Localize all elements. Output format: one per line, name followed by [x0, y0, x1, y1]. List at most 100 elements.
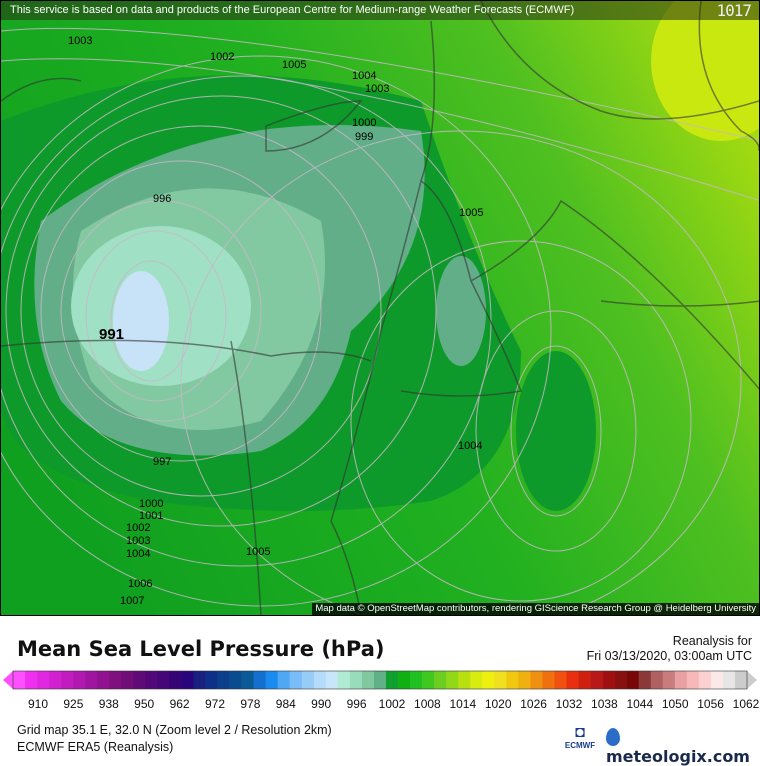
- scale-swatch: [133, 671, 146, 689]
- scale-left-arrow: [3, 671, 13, 689]
- scale-swatch: [85, 671, 98, 689]
- scale-tick-label: 1002: [378, 697, 406, 711]
- scale-swatch: [662, 671, 676, 689]
- scale-tick-label: 1008: [414, 697, 441, 711]
- scale-swatch: [626, 671, 640, 689]
- scale-swatch: [61, 671, 74, 689]
- scale-swatch: [494, 671, 507, 689]
- scale-swatch: [446, 671, 459, 689]
- scale-swatch: [289, 671, 303, 689]
- scale-swatch: [205, 671, 218, 689]
- scale-swatch: [422, 671, 435, 689]
- scale-swatch: [458, 671, 471, 689]
- scale-tick-label: 1062: [732, 697, 760, 711]
- scale-swatch: [734, 671, 748, 689]
- pressure-map[interactable]: This service is based on data and produc…: [0, 0, 760, 616]
- scale-swatch: [25, 671, 38, 689]
- scale-swatch: [49, 671, 62, 689]
- isobar-label: 1006: [128, 578, 153, 590]
- scale-swatch: [590, 671, 603, 689]
- ecmwf-notice-banner: This service is based on data and produc…: [1, 1, 759, 20]
- scale-swatch: [145, 671, 158, 689]
- low-center-label: 991: [99, 326, 125, 343]
- isobar-label: 1002: [126, 522, 151, 534]
- scale-tick-label: 938: [98, 697, 119, 711]
- scale-swatch: [193, 671, 206, 689]
- scale-swatch: [253, 671, 266, 689]
- scale-swatch: [530, 671, 543, 689]
- isobar-label: 999: [355, 131, 374, 143]
- field-1003-east: [516, 351, 596, 511]
- scale-tick-label: 1026: [520, 697, 547, 711]
- low-center: [113, 271, 169, 371]
- isobar-label: 1004: [352, 70, 377, 82]
- isobar-label: 997: [153, 456, 172, 468]
- scale-swatch: [109, 671, 122, 689]
- scale-swatch: [566, 671, 579, 689]
- color-scale: [3, 670, 757, 690]
- scale-swatch: [337, 671, 351, 689]
- scale-swatch: [121, 671, 134, 689]
- isobar-label: 1004: [458, 440, 483, 452]
- ecmwf-logo-text: ECMWF: [564, 741, 596, 750]
- scale-swatch: [349, 671, 363, 689]
- scale-swatch: [386, 671, 399, 689]
- scale-swatch: [325, 671, 339, 689]
- isobar-label: 1005: [282, 59, 307, 71]
- scale-tick-label: 996: [346, 697, 367, 711]
- scale-swatch: [602, 671, 615, 689]
- scale-tick-label: 978: [240, 697, 261, 711]
- scale-swatch: [650, 671, 664, 689]
- map-attribution: Map data © OpenStreetMap contributors, r…: [312, 603, 759, 615]
- model-info: ECMWF ERA5 (Reanalysis): [17, 740, 174, 754]
- scale-tick-label: 1032: [555, 697, 583, 711]
- scale-right-arrow: [747, 671, 757, 689]
- scale-swatch: [710, 671, 724, 689]
- scale-swatch: [241, 671, 254, 689]
- country-borders: [1, 1, 759, 615]
- isobar-label: 1003: [68, 35, 93, 47]
- scale-swatch: [434, 671, 447, 689]
- scale-tick-label: 1038: [591, 697, 618, 711]
- isobar-label: 1007: [120, 595, 145, 607]
- scale-swatch: [542, 671, 555, 689]
- scale-tick-label: 910: [27, 697, 49, 711]
- scale-swatch: [313, 671, 327, 689]
- scale-swatch: [169, 671, 182, 689]
- reanalysis-label: Reanalysis for: [672, 634, 752, 648]
- map-canvas: [1, 1, 759, 615]
- isobar-label: 1001: [139, 510, 164, 522]
- isobar-label: 1004: [126, 548, 151, 560]
- drop-icon: [606, 728, 620, 746]
- scale-swatch: [482, 671, 495, 689]
- isobar-label: 1003: [126, 535, 151, 547]
- isobar-label: 1002: [210, 51, 235, 63]
- scale-tick-label: 984: [275, 697, 296, 711]
- scale-swatch: [614, 671, 627, 689]
- meteologix-logo[interactable]: meteologix.com: [606, 728, 760, 766]
- isobar-label: 1005: [246, 546, 271, 558]
- scale-swatch: [181, 671, 194, 689]
- scale-swatch: [554, 671, 567, 689]
- scale-tick-label: 1044: [626, 697, 654, 711]
- scale-tick-label: 925: [63, 697, 84, 711]
- brand-text: meteologix.com: [606, 747, 750, 766]
- isobar-label: 1000: [352, 117, 377, 129]
- scale-swatch: [37, 671, 50, 689]
- scale-swatch: [373, 671, 387, 689]
- isobar-label: 1005: [459, 207, 484, 219]
- notice-text: This service is based on data and produc…: [10, 4, 575, 16]
- scale-swatch: [506, 671, 519, 689]
- scale-swatch: [674, 671, 688, 689]
- scale-tick-label: 1050: [661, 697, 689, 711]
- scale-swatch: [686, 671, 700, 689]
- scale-tick-label: 962: [169, 697, 190, 711]
- scale-swatch: [722, 671, 736, 689]
- scale-swatch: [518, 671, 531, 689]
- scale-swatch: [398, 671, 411, 689]
- datetime-label: Fri 03/13/2020, 03:00am UTC: [586, 649, 752, 663]
- scale-tick-label: 1056: [697, 697, 724, 711]
- scale-swatch: [470, 671, 483, 689]
- scale-swatch: [698, 671, 712, 689]
- scale-swatch: [638, 671, 652, 689]
